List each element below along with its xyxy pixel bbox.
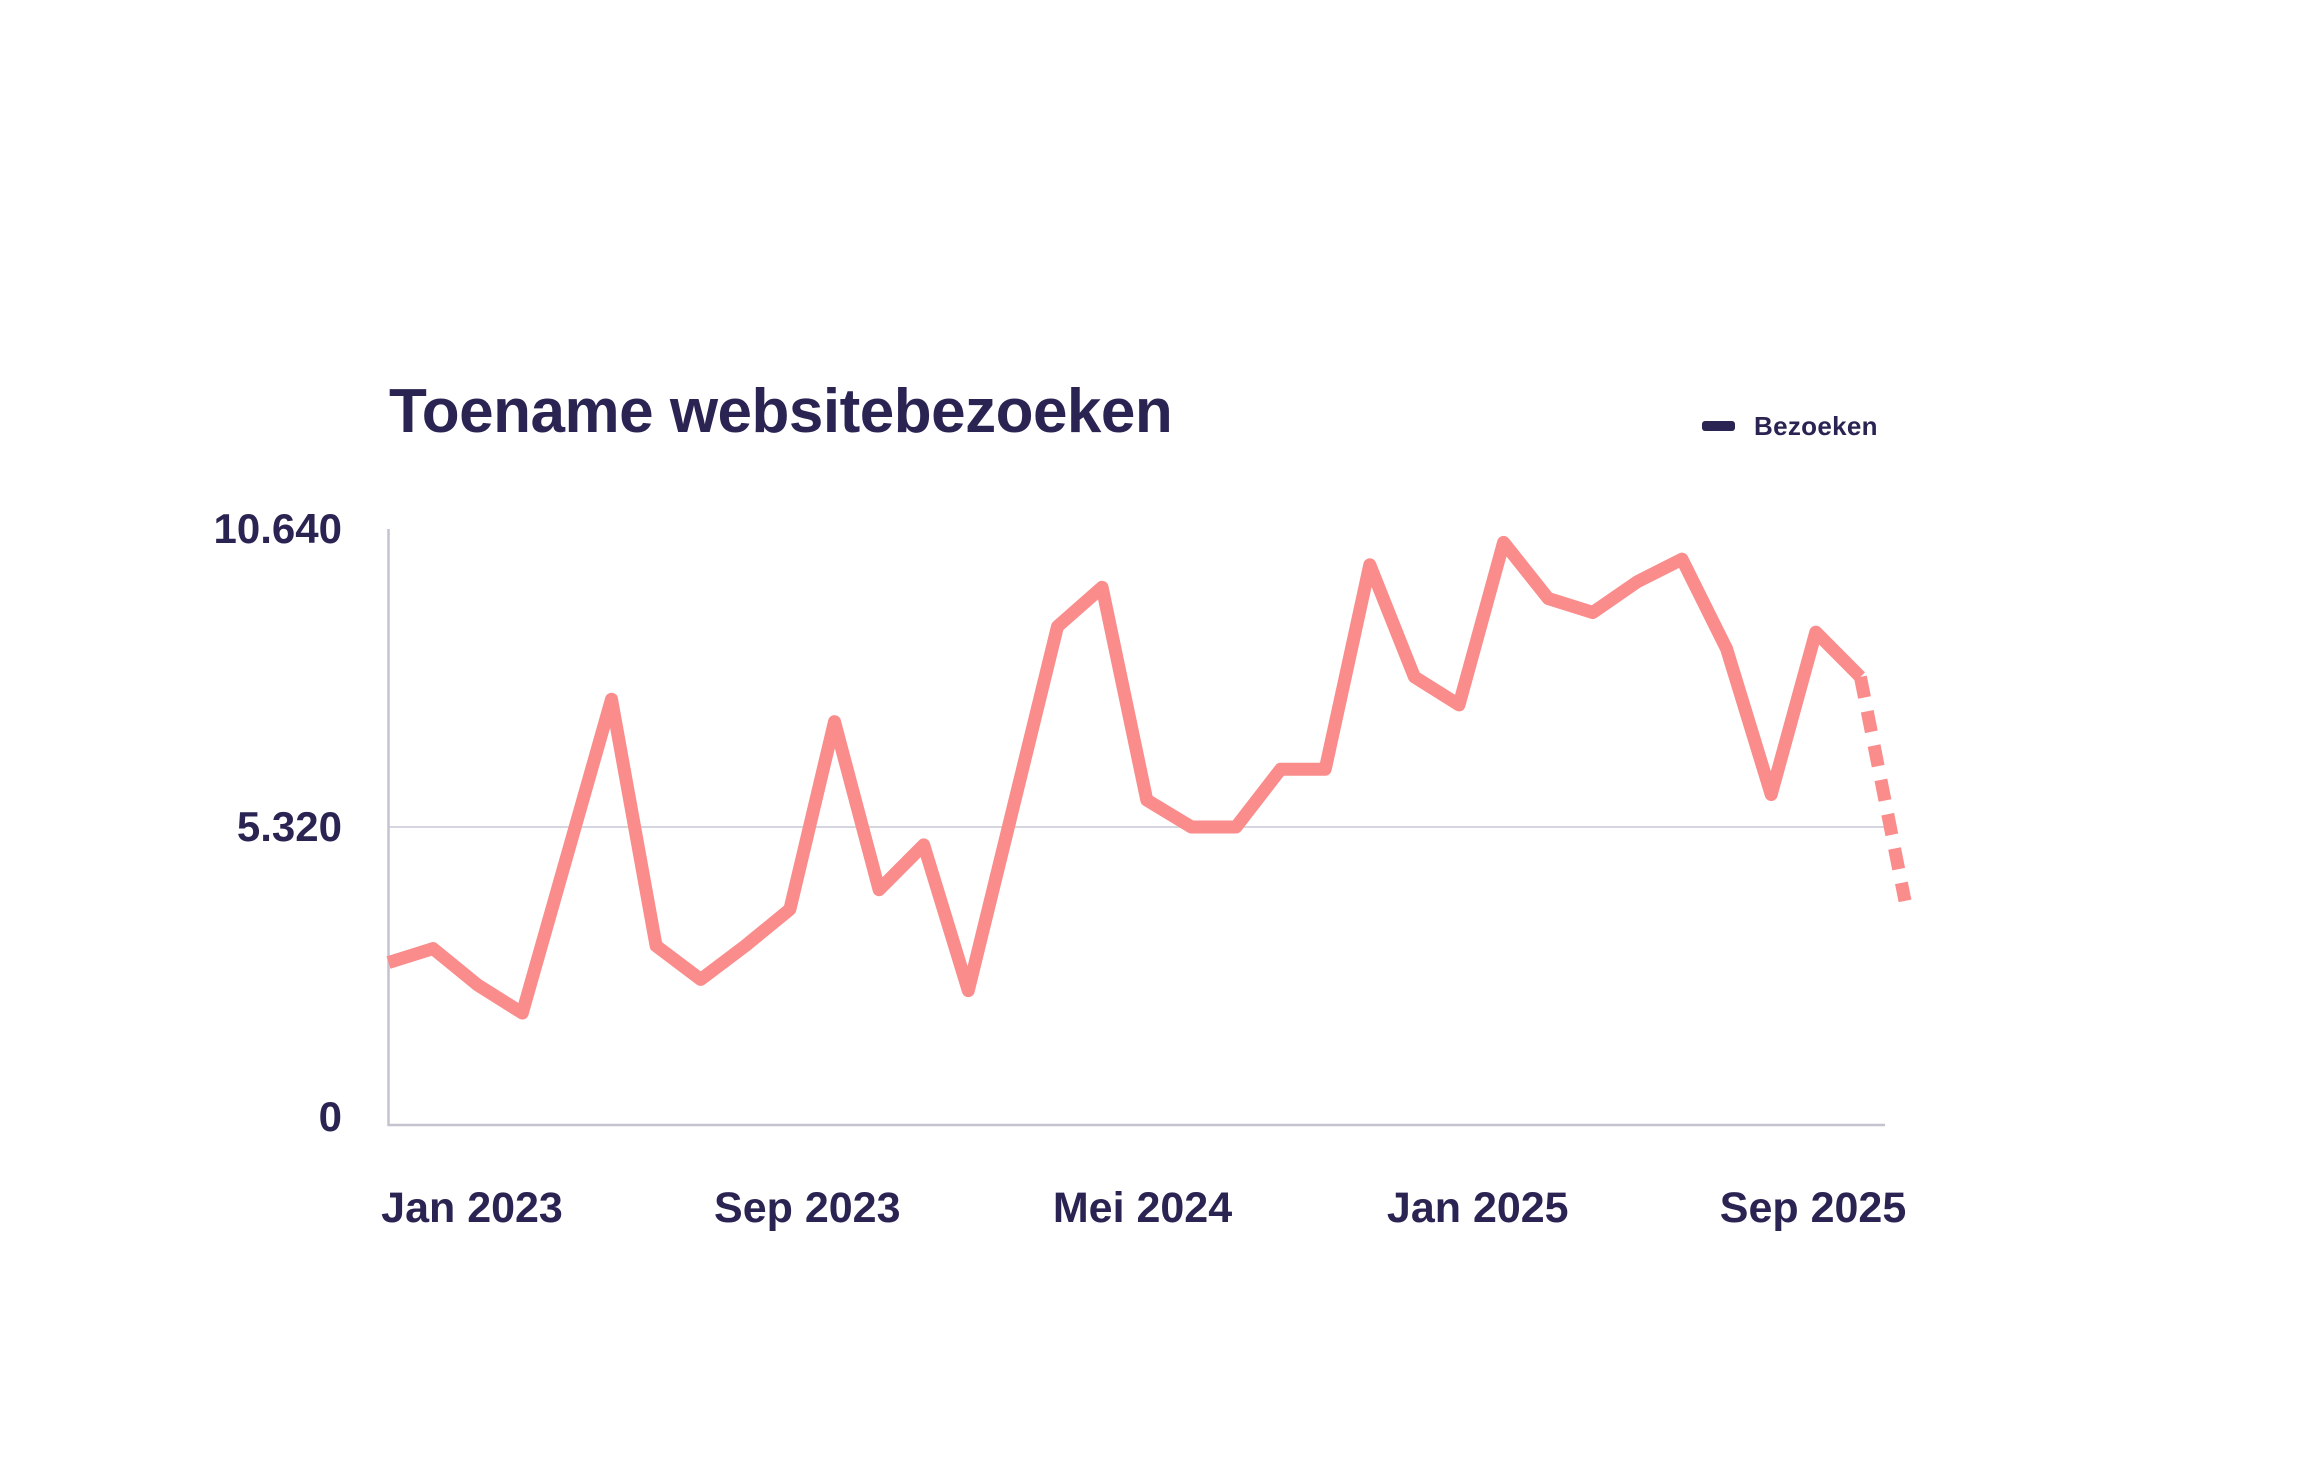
y-tick-label: 5.320 xyxy=(236,803,342,850)
legend: Bezoeken xyxy=(1702,408,1878,444)
x-tick-label: Mei 2024 xyxy=(1052,1184,1233,1232)
legend-line-swatch-icon xyxy=(1702,421,1735,431)
x-tick-label: Sep 2025 xyxy=(1719,1184,1907,1232)
x-tick-label: Jan 2023 xyxy=(381,1184,563,1232)
bezoeken-line-forecast-dashed xyxy=(1854,675,1912,903)
chart-title: Toename websitebezoeken xyxy=(389,377,1173,446)
legend-label: Bezoeken xyxy=(1754,410,1878,441)
x-tick-label: Jan 2025 xyxy=(1386,1184,1569,1232)
y-tick-label: 10.640 xyxy=(213,505,342,552)
bezoeken-line-solid xyxy=(386,535,1866,1020)
x-tick-label: Sep 2023 xyxy=(714,1184,901,1232)
y-tick-label: 0 xyxy=(318,1093,342,1140)
